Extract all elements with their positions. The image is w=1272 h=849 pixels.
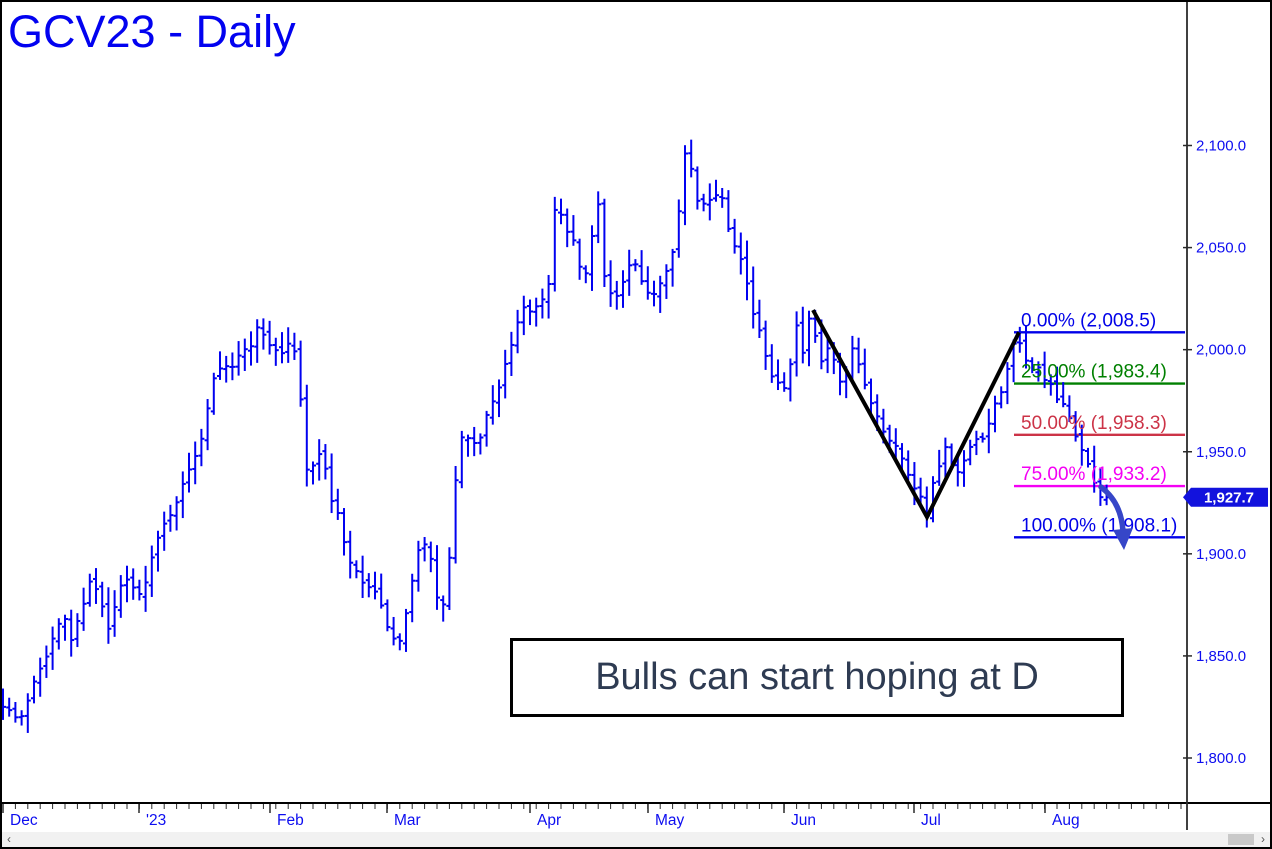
svg-text:1,927.7: 1,927.7 [1204, 489, 1254, 506]
x-axis-label: Jun [791, 812, 816, 829]
axes: 2,100.0 2,050.0 2,000.0 1,950.0 1,900.0 1,850… [2, 2, 1270, 830]
annotation-text: Bulls can start hoping at D [595, 656, 1039, 698]
x-axis-label: Feb [277, 812, 304, 829]
down-arrow-icon[interactable] [1098, 484, 1133, 550]
x-axis-label: Jul [921, 812, 941, 829]
fib-label: 0.00% (2,008.5) [1021, 310, 1156, 331]
fib-label: 25.00% (1,983.4) [1021, 362, 1167, 383]
x-axis-label: Aug [1052, 812, 1080, 829]
y-axis-label: 1,950.0 [1196, 444, 1246, 461]
right-chevron-icon: › [1261, 832, 1265, 846]
ohlc-bars [2, 139, 1110, 733]
scrollbar-thumb[interactable] [1228, 834, 1254, 845]
chart-title: GCV23 - Daily [8, 6, 296, 57]
x-axis-label: Dec [10, 812, 38, 829]
trendline[interactable] [811, 309, 1021, 522]
x-axis-label: May [655, 812, 685, 829]
x-axis-label: Apr [537, 812, 561, 829]
x-axis-label: '23 [146, 812, 166, 829]
plot-area: 0.00% (2,008.5) 25.00% (1,983.4) 50.00% (1… [2, 139, 1185, 733]
fib-label: 100.00% (1,908.1) [1021, 515, 1177, 536]
y-axis-label: 1,900.0 [1196, 546, 1246, 563]
annotation-box[interactable]: Bulls can start hoping at D [510, 638, 1124, 717]
horizontal-scrollbar[interactable]: ‹ › [2, 832, 1270, 847]
scroll-right-button[interactable]: › [1256, 832, 1270, 847]
x-axis-label: Mar [394, 812, 421, 829]
fib-label: 50.00% (1,958.3) [1021, 413, 1167, 434]
y-axis-label: 2,000.0 [1196, 342, 1246, 359]
current-price-tag: 1,927.7 [1183, 487, 1268, 507]
y-axis-label: 1,850.0 [1196, 648, 1246, 665]
left-chevron-icon: ‹ [7, 832, 11, 846]
y-axis-label: 2,050.0 [1196, 240, 1246, 257]
scroll-left-button[interactable]: ‹ [2, 832, 16, 847]
y-axis-label: 2,100.0 [1196, 138, 1246, 155]
y-axis-label: 1,800.0 [1196, 750, 1246, 767]
fib-label: 75.00% (1,933.2) [1021, 464, 1167, 485]
